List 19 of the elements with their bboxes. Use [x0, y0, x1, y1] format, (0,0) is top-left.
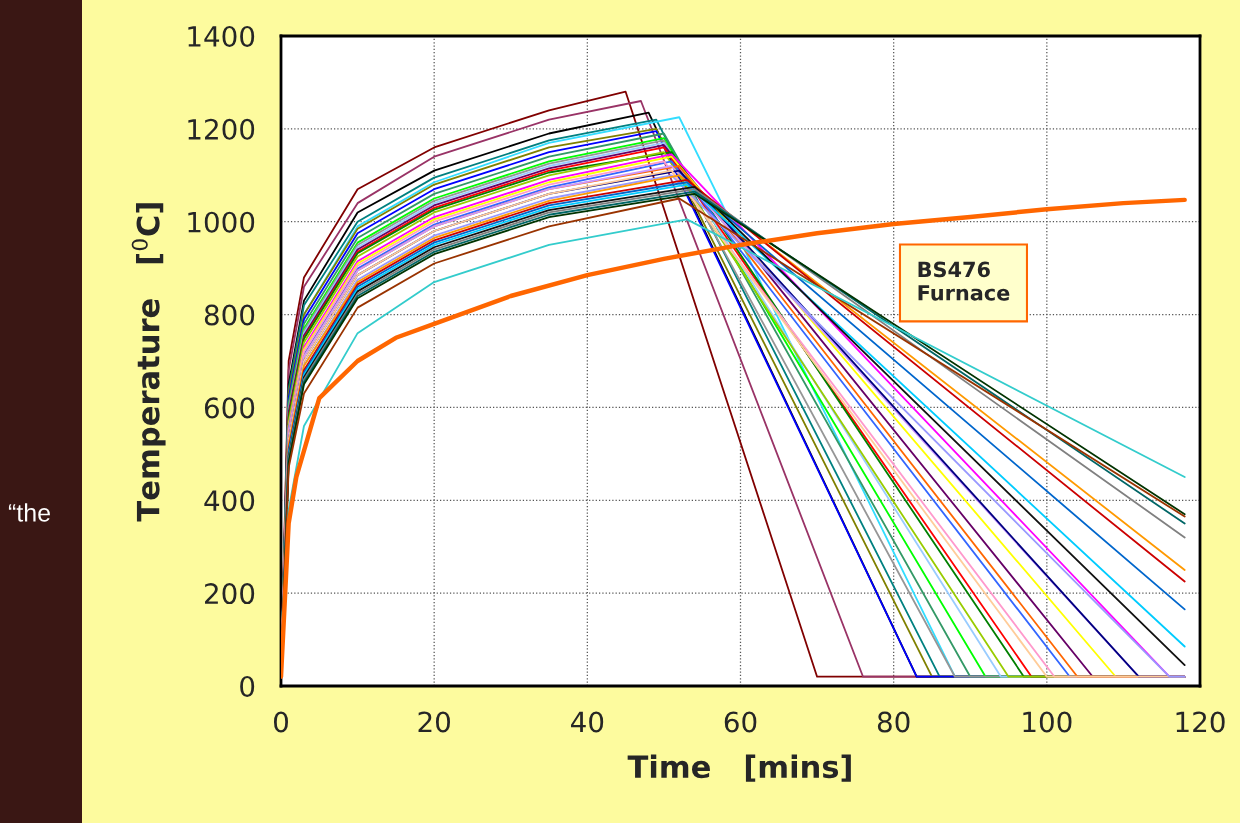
- y-tick-label: 800: [204, 304, 255, 326]
- series-label: BS476 Furnace: [918, 261, 1010, 301]
- y-tick-label: 0: [240, 675, 255, 697]
- x-tick-label: 80: [877, 711, 910, 733]
- y-tick-label: 200: [205, 583, 255, 605]
- x-tick-label: 20: [418, 711, 450, 733]
- x-axis-title: Time [mins]: [627, 754, 851, 782]
- x-tick-label: 100: [1023, 711, 1072, 733]
- text: “the: [8, 503, 50, 522]
- x-tick-label: 0: [273, 711, 288, 733]
- y-axis-title: Temperature [$^{0}$C]: [131, 203, 166, 522]
- y-tick-label: 1000: [188, 211, 255, 233]
- x-tick-label: 40: [571, 711, 604, 733]
- y-tick-label: 1400: [188, 25, 255, 47]
- x-tick-label: 120: [1176, 711, 1225, 733]
- y-tick-label: 1200: [188, 118, 255, 140]
- x-tick-label: 60: [724, 711, 757, 733]
- y-tick-label: 600: [204, 397, 255, 419]
- y-tick-label: 400: [204, 490, 255, 512]
